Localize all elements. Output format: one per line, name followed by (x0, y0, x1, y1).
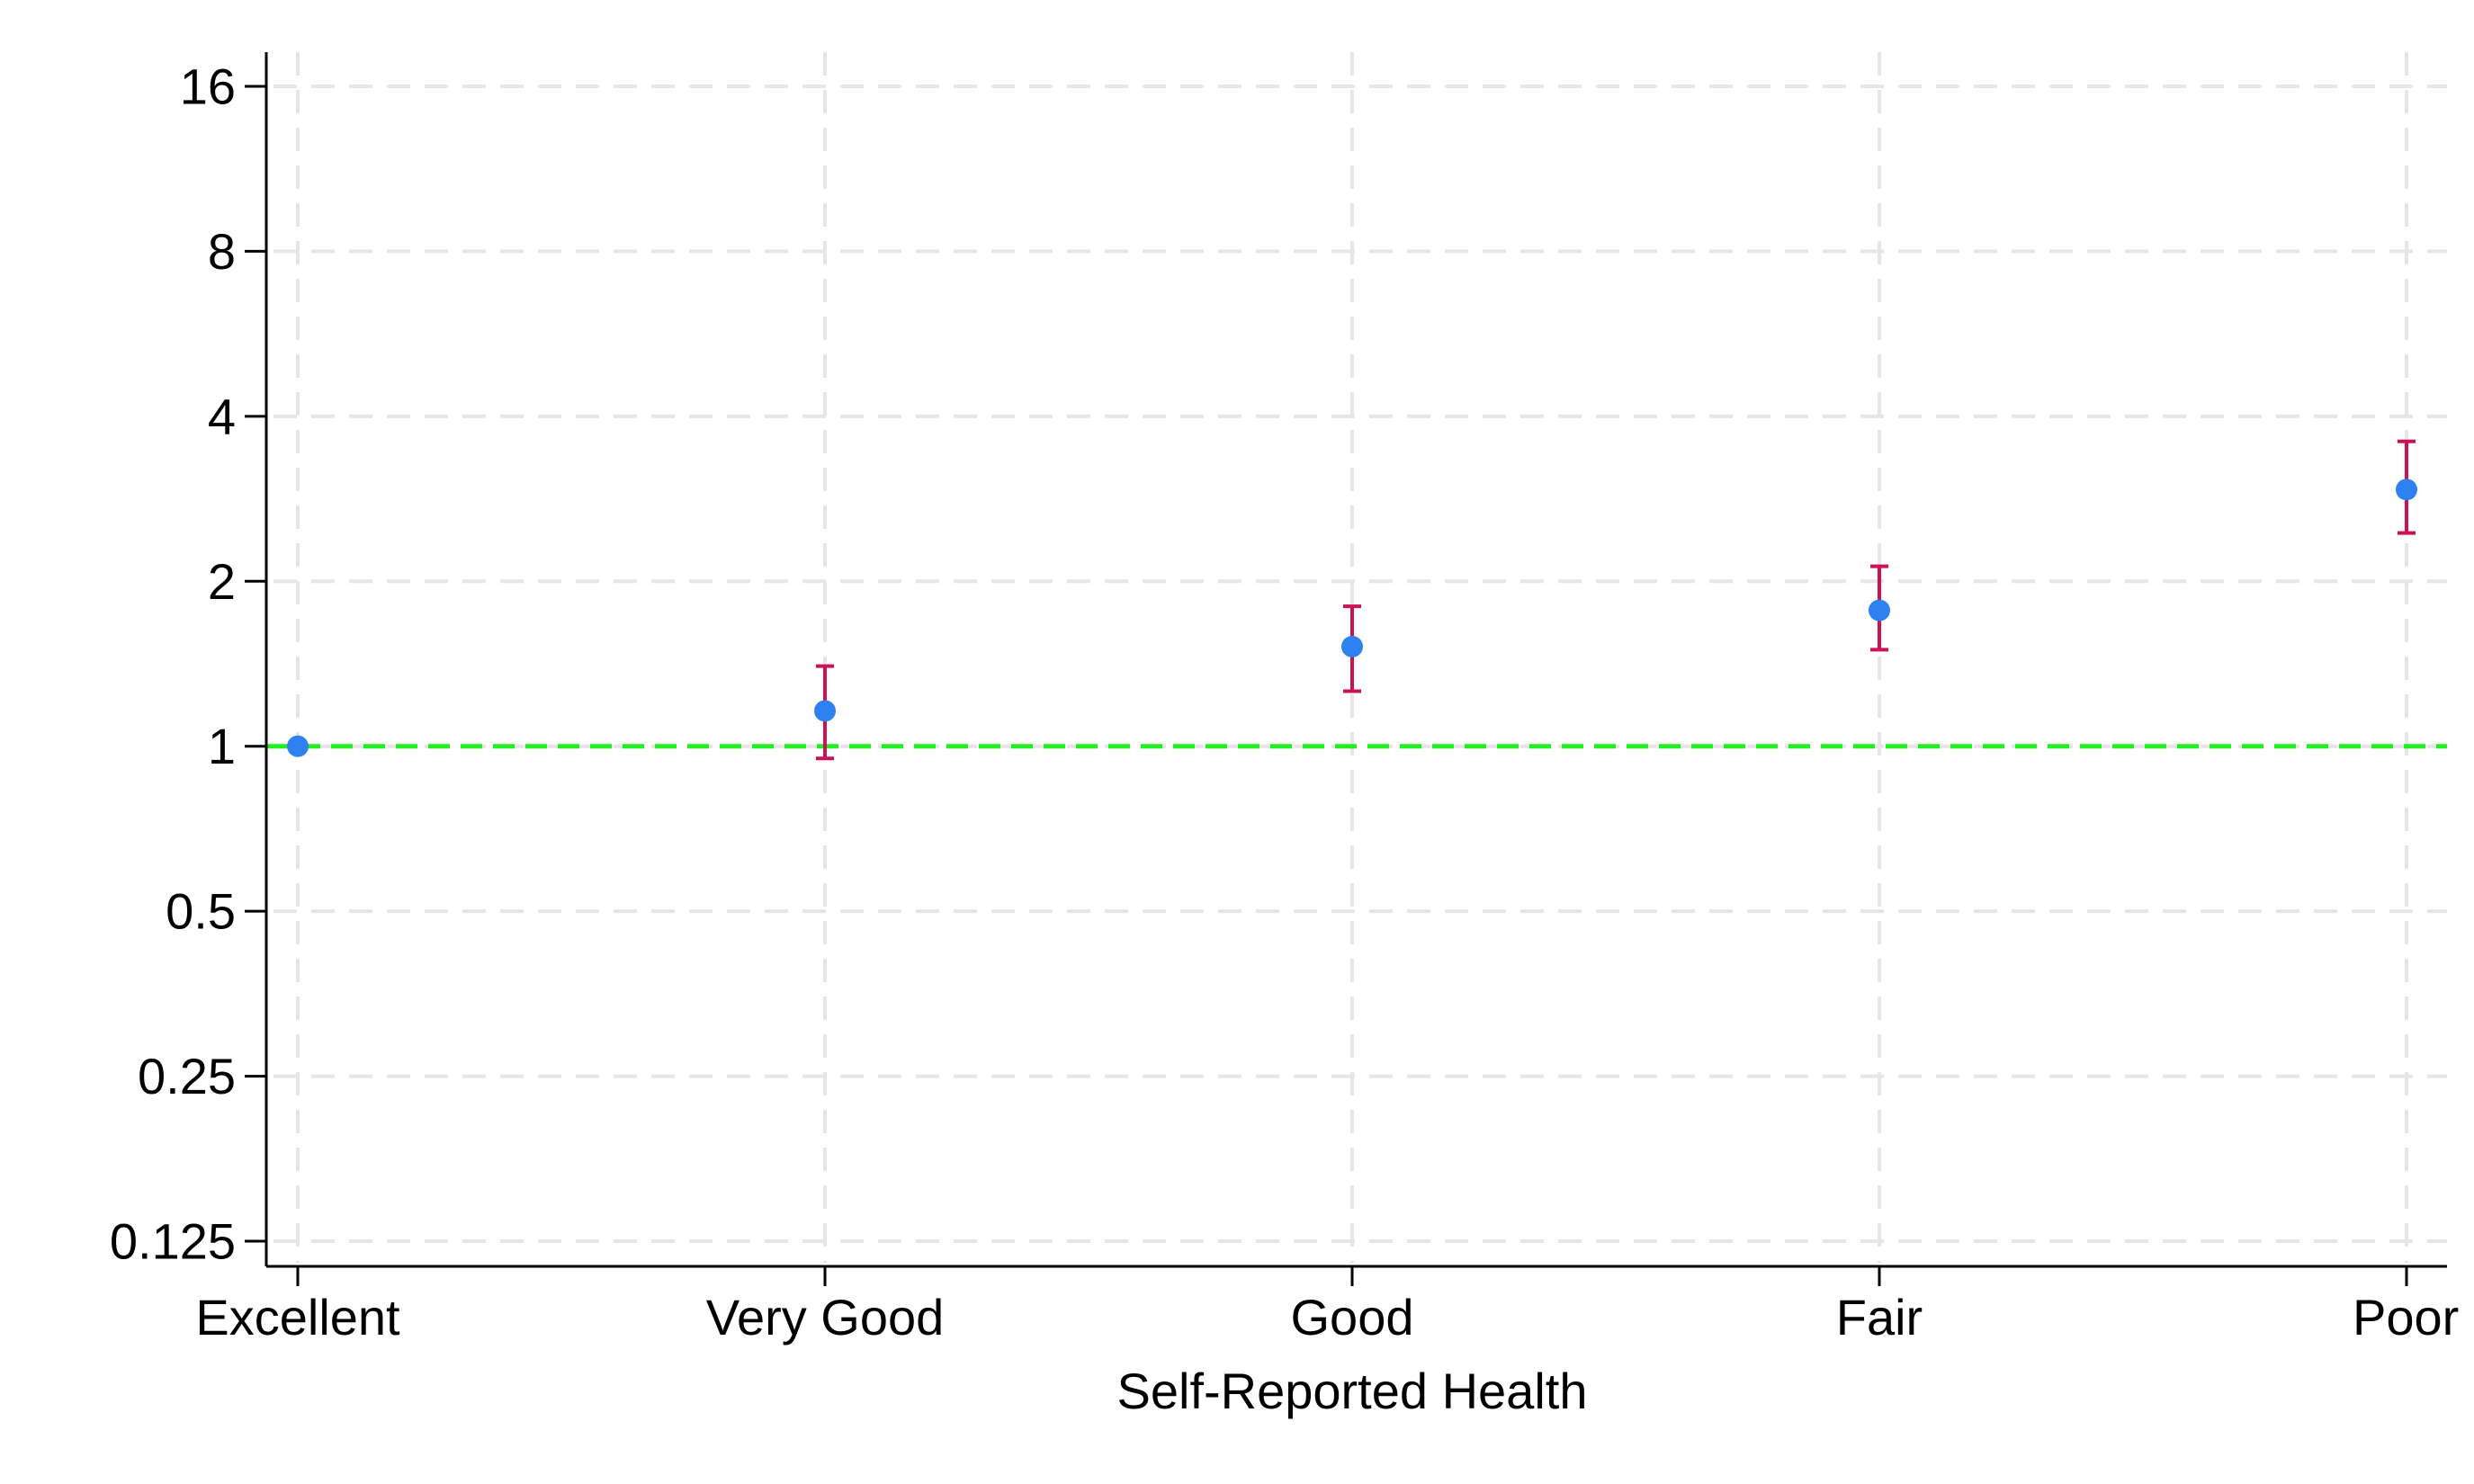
tick-labels: 0.125 0.25 0.5 1 2 4 8 16 Excellent Very Good Good… (110, 58, 2459, 1346)
data-point (2396, 478, 2417, 501)
y-tick-label: 0.25 (138, 1048, 236, 1104)
y-tick-label: 0.5 (166, 883, 236, 940)
y-tick-label: 2 (208, 553, 236, 610)
y-tick-label: 1 (208, 718, 236, 774)
y-tick-label: 16 (180, 58, 236, 115)
x-axis-title: Self-Reported Health (1117, 1363, 1588, 1419)
x-tick-label: Excellent (195, 1289, 400, 1345)
data-point (1341, 635, 1363, 657)
y-tick-label: 0.125 (110, 1213, 236, 1270)
data-point (1869, 599, 1890, 621)
x-tick-label: Very Good (706, 1289, 945, 1345)
axes (245, 52, 2447, 1286)
data-point (287, 735, 309, 757)
y-tick-label: 8 (208, 223, 236, 280)
data-marks (287, 439, 2417, 761)
x-tick-label: Good (1291, 1289, 1414, 1345)
x-tick-label: Poor (2353, 1289, 2459, 1345)
data-point (814, 700, 836, 722)
y-tick-label: 4 (208, 388, 236, 444)
grid (273, 52, 2447, 1263)
x-tick-label: Fair (1836, 1289, 1923, 1345)
